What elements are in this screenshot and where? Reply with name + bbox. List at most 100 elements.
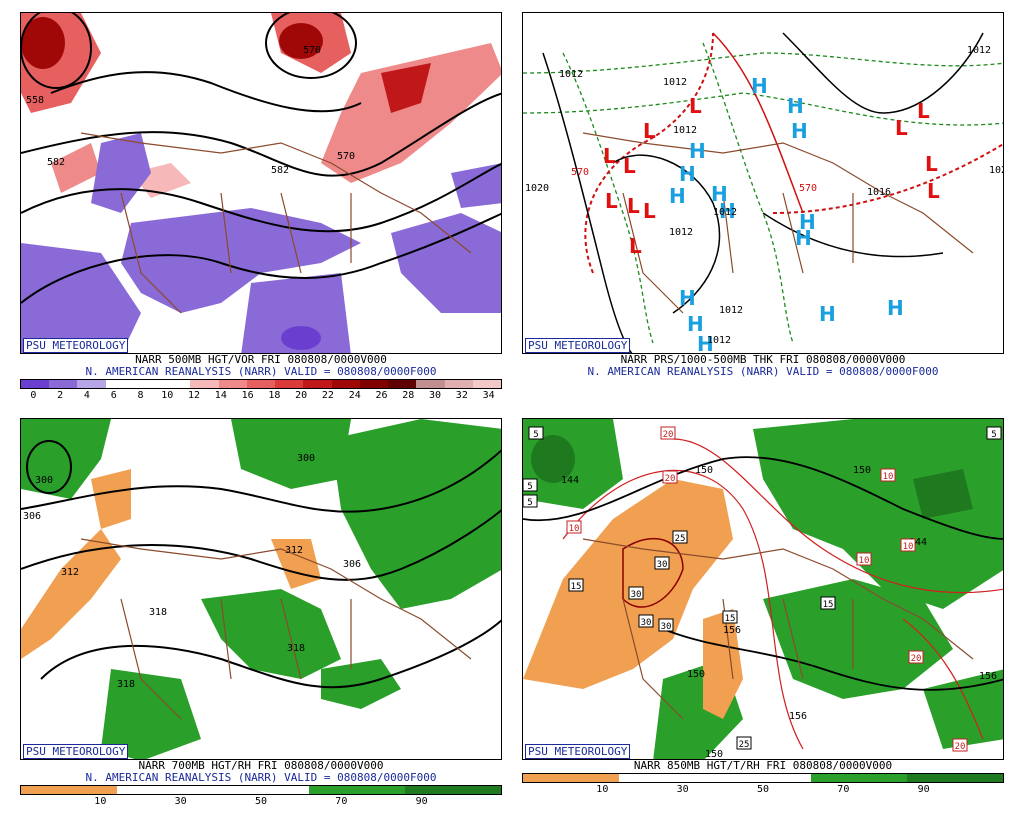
temperature-box-label: 5 bbox=[533, 430, 538, 440]
moist-area bbox=[21, 419, 111, 499]
high-symbol: H bbox=[697, 332, 714, 354]
temperature-box bbox=[722, 610, 738, 624]
colorbar-tick-label: 0 bbox=[30, 390, 37, 401]
colorbar-swatch bbox=[303, 380, 332, 388]
thickness-label: 570 bbox=[571, 167, 589, 178]
dry-area bbox=[271, 539, 321, 589]
contour-label: 144 bbox=[909, 537, 927, 548]
colorbar-tick-label: 30 bbox=[429, 390, 442, 401]
thickness-570-contour bbox=[772, 143, 1003, 214]
moist-area bbox=[201, 589, 341, 679]
colorbar-tick-label: 50 bbox=[254, 796, 268, 807]
dry-area bbox=[91, 469, 131, 529]
isobar-label: 1012 bbox=[967, 45, 991, 56]
height-contour bbox=[26, 440, 72, 494]
colorbar-tick-label: 30 bbox=[676, 784, 689, 795]
dry-area bbox=[703, 609, 743, 719]
temperature-box bbox=[880, 468, 896, 482]
colorbar-swatch bbox=[21, 786, 117, 794]
contour-label: 150 bbox=[687, 669, 705, 680]
contour-label: 570 bbox=[303, 45, 321, 56]
colorbar-swatch bbox=[619, 774, 715, 782]
low-symbol: L bbox=[605, 189, 618, 213]
temperature-box bbox=[528, 426, 544, 440]
temperature-contour bbox=[902, 618, 984, 740]
panel-subtitle: N. AMERICAN REANALYSIS (NARR) VALID = 08… bbox=[85, 771, 437, 784]
temperature-box-label: 30 bbox=[657, 560, 668, 570]
moist-area bbox=[101, 669, 201, 759]
panel-500mb-vorticity: 582 582 570 558 570 PSU METEOROLOGY NARR… bbox=[20, 12, 502, 404]
political-borders bbox=[80, 132, 472, 314]
colorbar-swatch bbox=[811, 774, 907, 782]
isobar-label: 1020 bbox=[525, 183, 549, 194]
temp-rh-map: 144 150 156 150 150 156 150 144 156 5 555… bbox=[523, 419, 1003, 759]
temperature-box-label: 20 bbox=[665, 474, 676, 484]
temperature-box bbox=[628, 586, 644, 600]
colorbar-tick-label: 32 bbox=[455, 390, 468, 401]
neg-vort-area bbox=[21, 243, 141, 353]
low-symbol: L bbox=[603, 144, 616, 168]
high-symbol: H bbox=[679, 286, 696, 310]
height-contour bbox=[21, 162, 501, 233]
panel-title: NARR PRS/1000-500MB THK FRI 080808/0000V… bbox=[620, 353, 906, 366]
colorbar-swatch bbox=[523, 774, 619, 782]
temperature-box bbox=[820, 596, 836, 610]
psu-meteorology-badge: PSU METEOROLOGY bbox=[525, 744, 631, 759]
colorbar-tick-label: 4 bbox=[83, 390, 90, 401]
temperature-box-label: 5 bbox=[527, 482, 532, 492]
colorbar-swatch bbox=[162, 380, 191, 388]
temperature-box-label: 20 bbox=[911, 654, 922, 664]
height-contour bbox=[21, 509, 501, 581]
temperature-box-label: 5 bbox=[991, 430, 996, 440]
contour-label: 150 bbox=[853, 465, 871, 476]
colorbar bbox=[522, 773, 1004, 783]
temperature-contour bbox=[622, 538, 684, 608]
colorbar-ticks: 10 30 50 70 90 bbox=[522, 784, 1004, 798]
temperature-box-label: 25 bbox=[739, 740, 750, 750]
temperature-box-label: 10 bbox=[859, 556, 870, 566]
height-contour bbox=[21, 13, 92, 89]
thickness-contour bbox=[702, 42, 794, 344]
isobar-label: 1016 bbox=[867, 187, 891, 198]
temperature-box bbox=[638, 614, 654, 628]
moist-area bbox=[753, 419, 1003, 609]
temperature-box bbox=[672, 530, 688, 544]
moist-area bbox=[763, 579, 953, 699]
panel-pressure-thickness: L L L L L L L L L L L L H H H H H H H bbox=[522, 12, 1004, 404]
colorbar-swatch bbox=[275, 380, 304, 388]
contour-label: 570 bbox=[337, 151, 355, 162]
thickness-contour bbox=[523, 92, 1003, 126]
high-symbol: H bbox=[751, 74, 768, 98]
contour-label: 582 bbox=[271, 165, 289, 176]
colorbar-swatch bbox=[117, 786, 213, 794]
temperature-box bbox=[566, 520, 582, 534]
low-symbol: L bbox=[629, 234, 642, 258]
height-contour bbox=[265, 13, 357, 79]
vort-area bbox=[51, 143, 101, 193]
contour-label: 300 bbox=[35, 475, 53, 486]
colorbar-tick-label: 30 bbox=[174, 796, 187, 807]
colorbar-swatch bbox=[444, 380, 473, 388]
moist-core bbox=[531, 435, 575, 483]
colorbar-tick-label: 20 bbox=[295, 390, 308, 401]
height-contour bbox=[21, 92, 501, 177]
colorbar bbox=[20, 785, 502, 795]
colorbar-tick-label: 14 bbox=[214, 390, 227, 401]
contour-label: 306 bbox=[23, 511, 41, 522]
contour-label: 312 bbox=[285, 545, 303, 556]
contour-label: 306 bbox=[343, 559, 361, 570]
temperature-box bbox=[736, 736, 752, 750]
thickness-contour bbox=[523, 52, 1003, 74]
colorbar-tick-label: 70 bbox=[335, 796, 348, 807]
temperature-box bbox=[900, 538, 916, 552]
colorbar-ticks: 10 30 50 70 90 bbox=[20, 796, 502, 810]
colorbar-tick-label: 10 bbox=[596, 784, 609, 795]
colorbar-swatch bbox=[77, 380, 106, 388]
isobar-label: 1012 bbox=[713, 207, 737, 218]
contour-label: 582 bbox=[47, 157, 65, 168]
low-symbol: L bbox=[925, 152, 938, 176]
colorbar-swatch bbox=[246, 380, 276, 388]
dry-area bbox=[21, 529, 121, 659]
panel-700mb-rh: 300 306 312 318 318 312 306 318 300 PSU … bbox=[20, 418, 502, 810]
